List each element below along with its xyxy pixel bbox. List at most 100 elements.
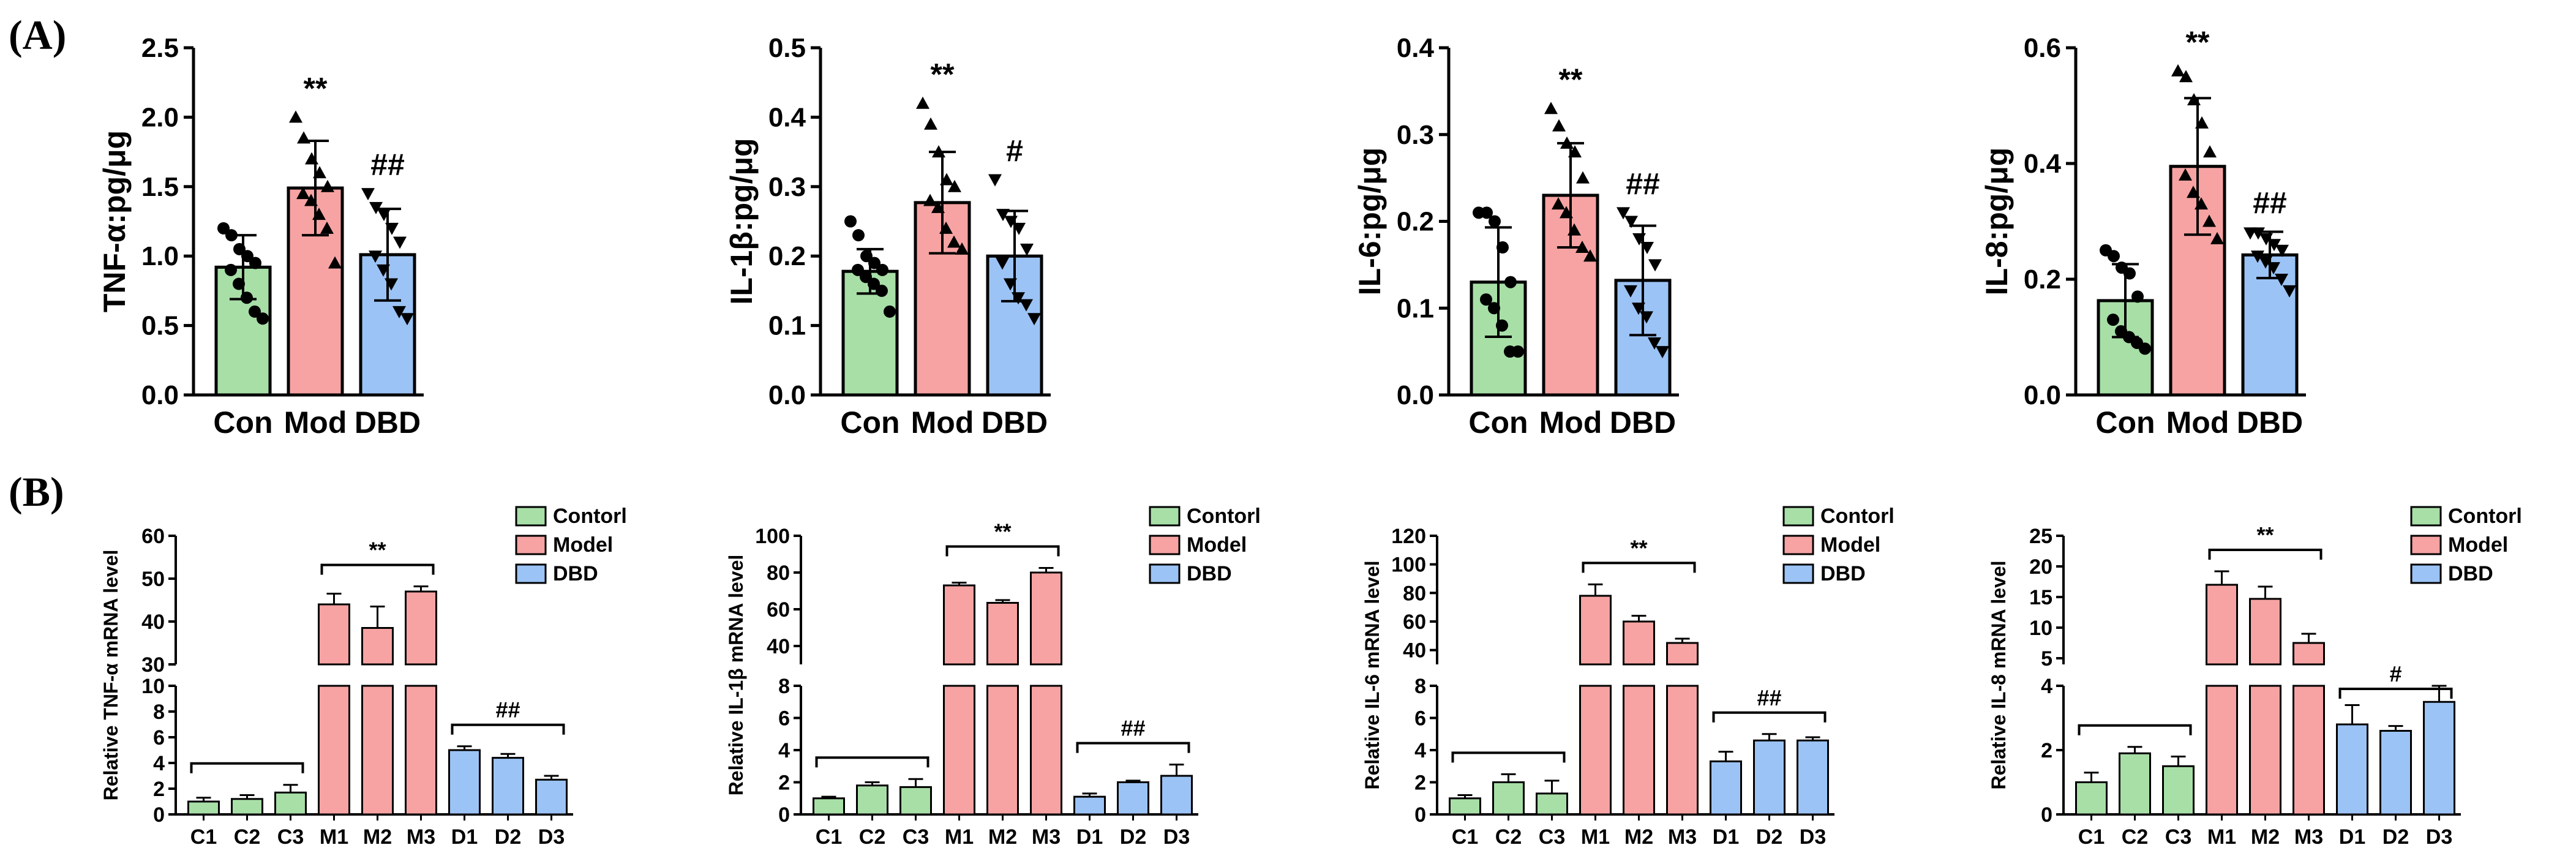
- legend-swatch: [515, 563, 547, 584]
- data-point: [2275, 274, 2288, 286]
- data-point: [361, 188, 375, 201]
- bar-d2: [492, 757, 524, 816]
- data-point: [1504, 276, 1517, 288]
- data-point: [304, 193, 318, 206]
- bar-c2: [1492, 781, 1525, 816]
- significance-bracket: [1076, 742, 1190, 753]
- bar-d3: [535, 778, 568, 816]
- legend-label: Model: [1820, 533, 1880, 557]
- legend-label: Contorl: [2448, 505, 2522, 528]
- data-point: [2251, 227, 2265, 240]
- significance-bracket: [2078, 724, 2192, 735]
- bar-c1: [1449, 797, 1481, 816]
- x-category-label: M2: [363, 825, 392, 849]
- data-point: [940, 173, 953, 186]
- data-point: [328, 256, 342, 269]
- y-tick-label: 10: [141, 675, 165, 698]
- significance-label: **: [369, 538, 386, 563]
- data-point: [1496, 241, 1509, 254]
- data-point: [2108, 250, 2120, 263]
- x-category-label: Mod: [284, 405, 347, 440]
- significance-label: **: [2256, 522, 2274, 547]
- data-point: [2283, 285, 2296, 298]
- x-category-label: D2: [2383, 825, 2409, 849]
- chart-a1: 0.0 0.5 1.0 1.5 2.0 2.5 TNF-α:pg/μg Con Mod ** DBD…: [97, 33, 424, 440]
- data-point: [932, 145, 945, 158]
- legend-swatch: [1149, 535, 1181, 555]
- bar-c1: [187, 800, 220, 816]
- legend-swatch: [1149, 563, 1181, 584]
- bar-m3-upper: [1030, 571, 1062, 666]
- bar-d3: [1797, 739, 1829, 816]
- data-point: [217, 222, 230, 235]
- y-axis-title: Relative IL-1β mRNA level: [725, 555, 747, 796]
- data-point: [249, 305, 261, 318]
- y-tick-label: 0.6: [2024, 33, 2061, 63]
- data-point: [2259, 256, 2272, 269]
- significance-bracket: [451, 723, 565, 735]
- data-point: [377, 264, 390, 277]
- bar-c3: [2162, 765, 2195, 816]
- data-point: [2275, 244, 2289, 257]
- x-category-label: DBD: [355, 405, 421, 440]
- data-point: [369, 201, 383, 214]
- x-category-label: M3: [407, 825, 435, 849]
- y-tick-label: 40: [767, 635, 790, 658]
- x-category-label: C1: [190, 825, 217, 849]
- x-category-label: D3: [538, 825, 565, 849]
- y-tick-label: 8: [1414, 675, 1426, 698]
- legend-label: Model: [2448, 533, 2508, 557]
- x-category-label: Con: [2095, 405, 2155, 440]
- data-point: [1617, 207, 1630, 220]
- data-point: [1004, 216, 1018, 228]
- x-category-label: D2: [1756, 825, 1782, 849]
- y-tick-label: 60: [141, 525, 165, 548]
- y-axis-title: IL-6:pg/μg: [1353, 148, 1387, 296]
- data-point: [289, 110, 302, 123]
- data-point: [241, 291, 253, 304]
- data-point: [1027, 313, 1041, 326]
- x-category-label: Mod: [911, 405, 974, 440]
- data-point: [2195, 197, 2208, 210]
- data-point: [2210, 231, 2224, 244]
- y-tick-label: 6: [1414, 707, 1426, 731]
- data-point: [377, 209, 391, 222]
- x-category-label: M2: [988, 825, 1017, 849]
- chart-a3: 0.0 0.1 0.2 0.3 0.4 IL-6:pg/μg Con Mod ** DBD ##: [1353, 33, 1679, 440]
- data-point: [947, 235, 961, 248]
- x-category-label: M1: [1581, 825, 1610, 849]
- y-tick-label: 0.4: [2024, 149, 2062, 179]
- y-tick-label: 4: [1414, 739, 1426, 762]
- data-point: [1648, 337, 1661, 350]
- data-point: [392, 306, 406, 318]
- data-point: [931, 200, 945, 213]
- legend: Contorl Model DBD: [2410, 505, 2522, 585]
- bar-m3-lower: [1666, 685, 1699, 816]
- legend-label: Model: [553, 533, 613, 557]
- bar-m2-lower: [361, 685, 394, 816]
- y-tick-label: 0.4: [1397, 33, 1435, 63]
- y-tick-label: 2: [1414, 772, 1426, 795]
- x-category-label: D1: [451, 825, 478, 849]
- data-point: [320, 221, 334, 234]
- data-point: [860, 271, 872, 284]
- data-point: [2139, 342, 2151, 355]
- x-category-label: C3: [1539, 825, 1565, 849]
- y-tick-label: 0.5: [141, 311, 179, 341]
- data-point: [369, 250, 382, 263]
- data-point: [923, 193, 937, 206]
- significance-bracket: [945, 545, 1060, 557]
- x-category-label: D1: [1076, 825, 1103, 849]
- data-point: [948, 179, 961, 192]
- x-category-label: M2: [2251, 825, 2280, 849]
- data-point: [2131, 290, 2144, 303]
- significance-label: ##: [370, 148, 405, 182]
- y-tick-label: 2.0: [141, 102, 179, 132]
- data-point: [2267, 239, 2281, 252]
- y-tick-label: 100: [755, 525, 790, 548]
- bar-m3-upper: [2292, 642, 2325, 666]
- x-category-label: D3: [1163, 825, 1190, 849]
- y-axis-title: Relative IL-8 mRNA level: [1988, 560, 2010, 789]
- data-point: [1624, 285, 1637, 298]
